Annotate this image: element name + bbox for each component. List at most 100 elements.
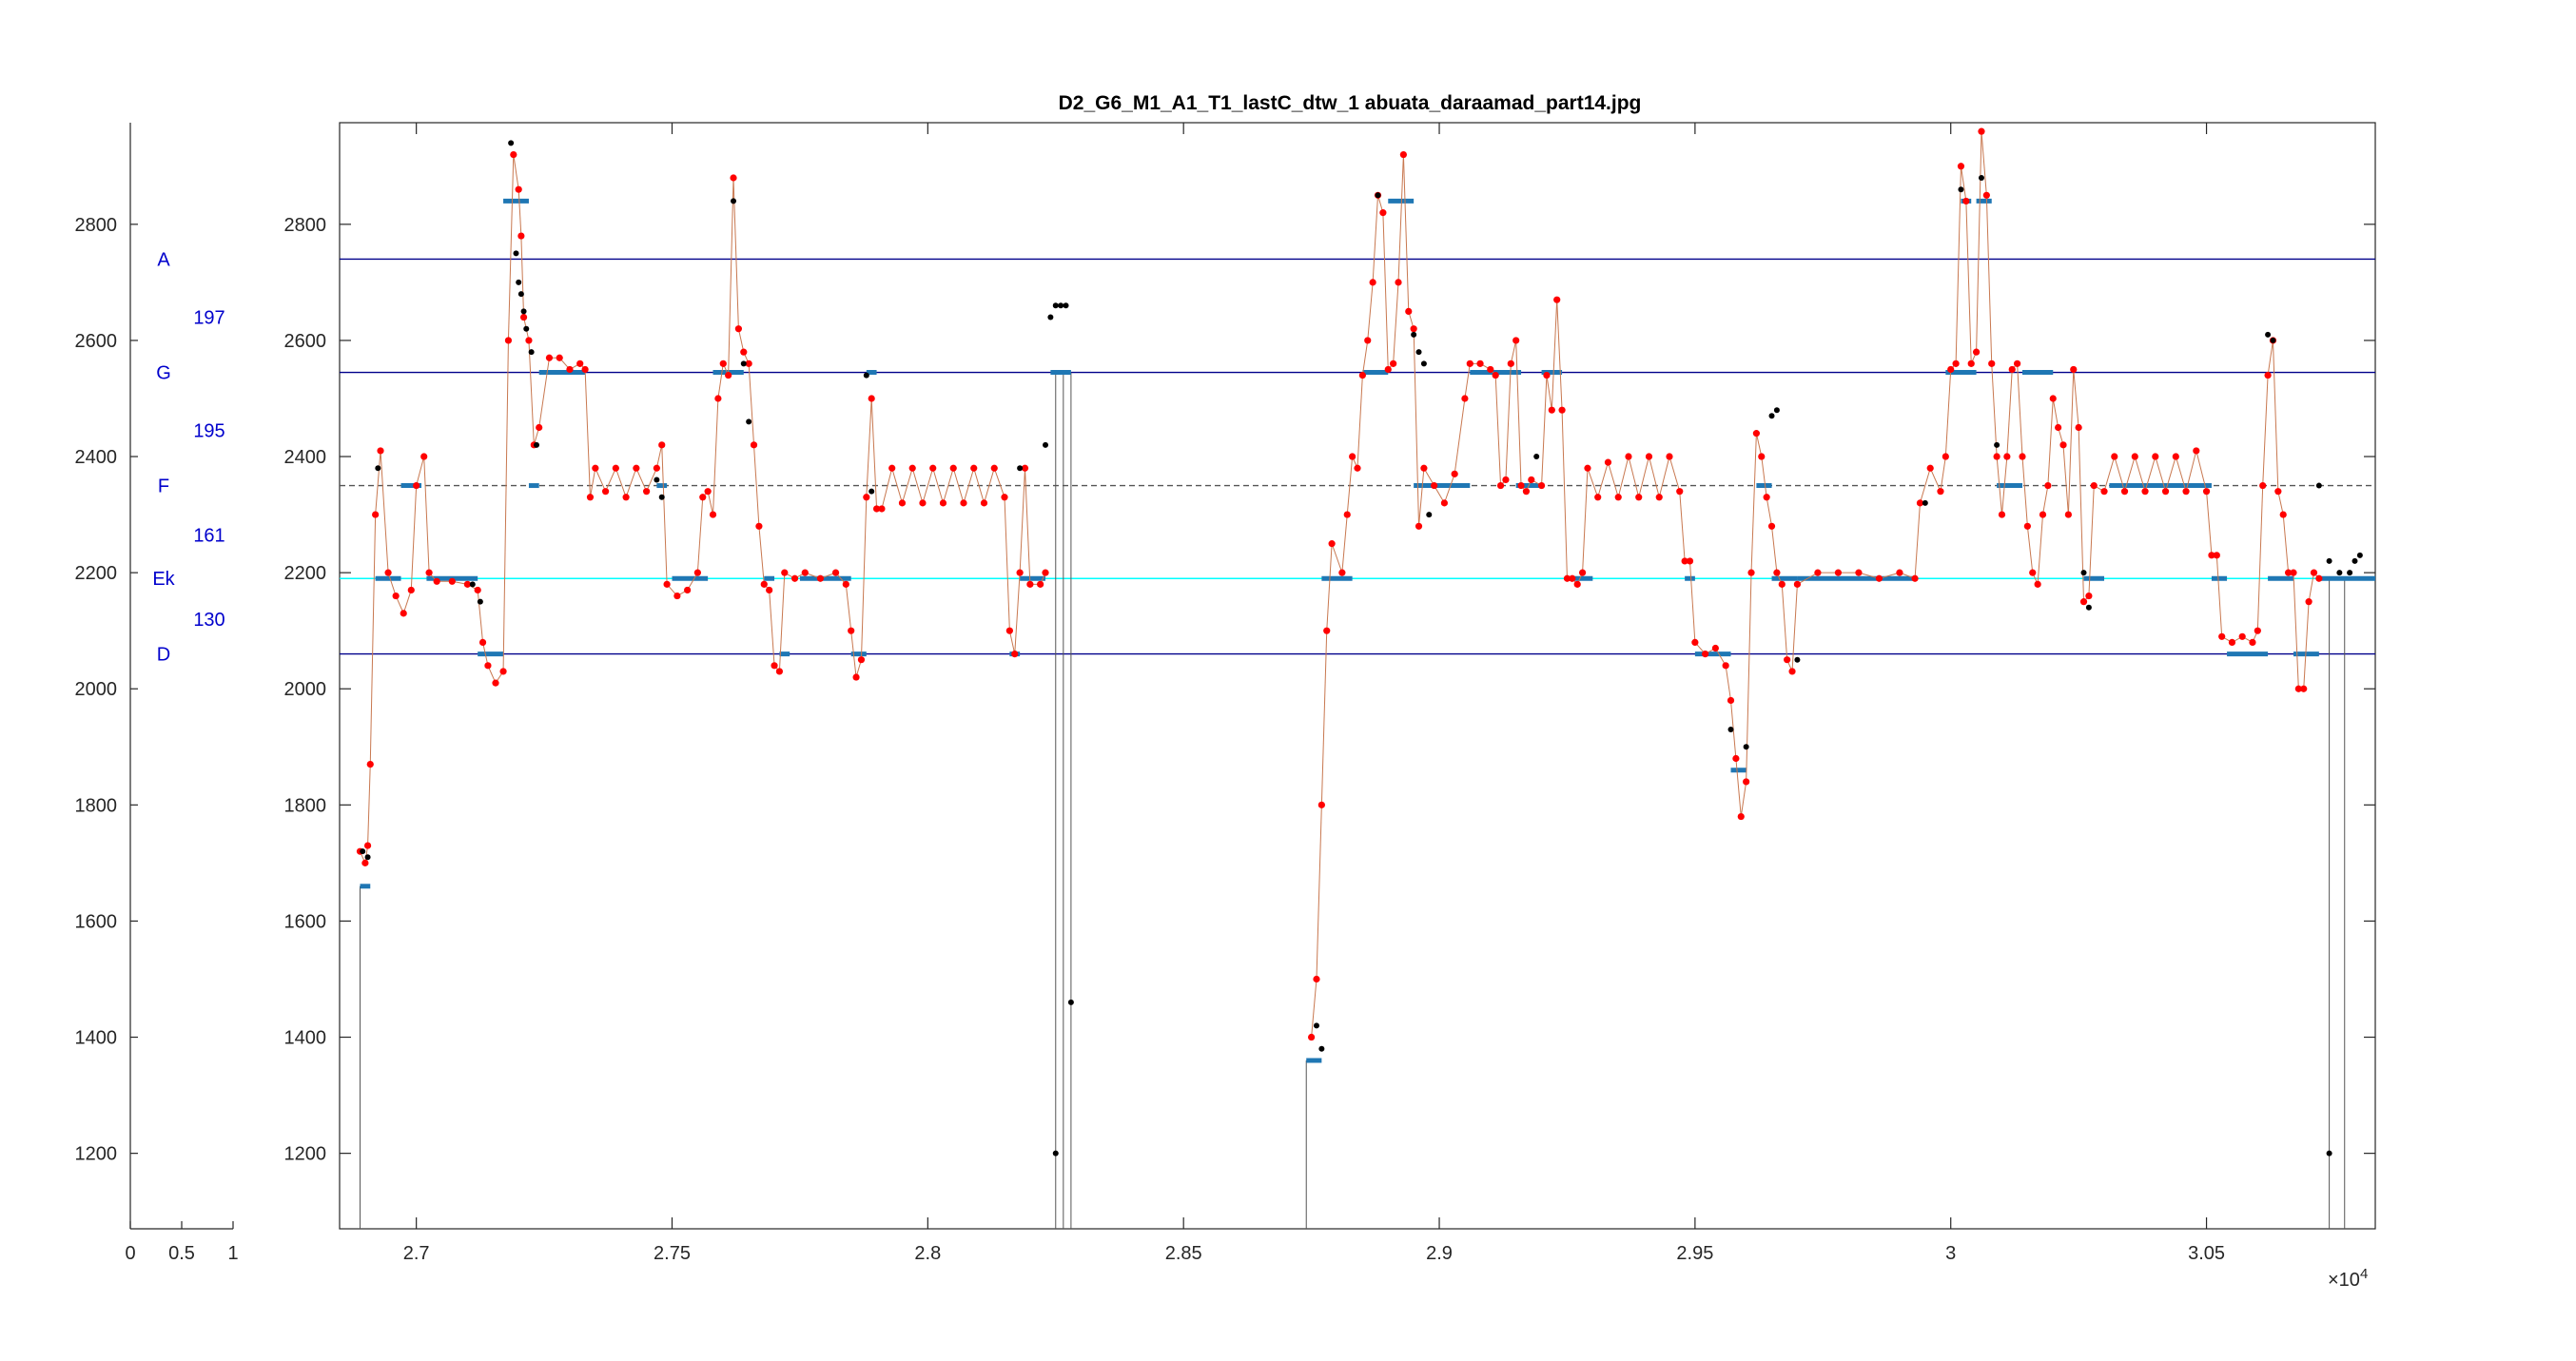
pitch-point — [1957, 163, 1965, 170]
pitch-point — [1558, 406, 1566, 414]
pitch-point — [1395, 279, 1402, 286]
pitch-segment — [737, 328, 745, 353]
pitch-segment — [1510, 340, 1517, 364]
pitch-point — [2019, 453, 2026, 460]
plot-box — [339, 122, 2376, 1230]
note-labels: A 197 G 195 F 161 Ek 130 D — [152, 249, 224, 665]
pitch-segment — [1750, 433, 1757, 574]
pitch-point — [1553, 296, 1561, 303]
pitch-segment — [1418, 468, 1425, 527]
pitch-segment — [753, 444, 760, 527]
pitch-segment — [1367, 282, 1374, 340]
pitch-segment — [1679, 491, 1686, 561]
voiced-point — [1047, 314, 1054, 321]
voiced-point — [1426, 512, 1433, 518]
pitch-point — [515, 185, 522, 193]
pitch-point — [1788, 668, 1796, 675]
pitch-point — [601, 488, 610, 496]
pitch-point — [1942, 453, 1949, 460]
pitch-point — [400, 610, 407, 617]
pitch-point — [2284, 569, 2293, 576]
pitch-point — [848, 627, 855, 634]
pitch-point — [2111, 453, 2118, 460]
pitch-segment — [2256, 485, 2264, 632]
pitch-segment — [2272, 340, 2279, 492]
voiced-point — [658, 494, 665, 500]
pitch-point — [1461, 395, 1469, 402]
pitch-point — [919, 499, 927, 507]
pitch-point — [1354, 464, 1361, 472]
pitch-segment — [1413, 328, 1420, 527]
pitch-segment — [942, 468, 954, 504]
pitch-point — [2254, 627, 2261, 634]
pitch-point — [519, 313, 528, 321]
pitch-point — [1993, 453, 2000, 460]
pitch-segment — [2114, 456, 2126, 492]
pitch-segment — [1914, 502, 1921, 579]
pitch-point — [734, 325, 742, 333]
pitch-segment — [2215, 554, 2223, 637]
pitch-point — [504, 337, 513, 344]
pitch-segment — [866, 398, 872, 497]
pitch-point — [2161, 488, 2170, 496]
voiced-point — [517, 291, 524, 298]
voiced-point — [863, 372, 869, 379]
pitch-point — [1614, 494, 1622, 501]
pitch-segment — [646, 468, 657, 492]
pitch-series — [356, 127, 2323, 1041]
pitch-point — [1747, 569, 1755, 576]
pitch-segment — [2006, 369, 2013, 457]
pitch-segment — [1443, 474, 1455, 504]
pitch-point — [1420, 464, 1428, 472]
pitch-point — [2059, 441, 2067, 449]
x-tick-label: 2.8 — [914, 1243, 941, 1264]
pitch-segment — [1597, 462, 1609, 497]
pitch-point — [363, 842, 372, 849]
voiced-point — [1318, 1045, 1325, 1052]
pitch-point — [1752, 430, 1760, 437]
pitch-point — [1727, 696, 1735, 705]
pitch-point — [1711, 644, 1719, 652]
y-tick-label: 1800 — [284, 795, 327, 816]
voiced-point — [654, 476, 660, 483]
pitch-segment — [625, 468, 637, 497]
pitch-point — [1405, 307, 1413, 316]
pitch-segment — [1372, 195, 1379, 282]
side-x-tick-label: 1 — [227, 1243, 238, 1264]
pitch-point — [1676, 488, 1684, 496]
pitch-point — [2305, 598, 2313, 606]
pitch-point — [2075, 423, 2082, 432]
pitch-point — [709, 511, 717, 518]
pitch-point — [1466, 360, 1473, 367]
pitch-point — [2249, 638, 2256, 646]
pitch-point — [1937, 488, 1944, 496]
pitch-segment — [1402, 154, 1410, 312]
pitch-segment — [1919, 468, 1931, 504]
pitch-point — [2228, 638, 2236, 646]
pitch-point — [1569, 574, 1576, 582]
pitch-segment — [1648, 456, 1660, 497]
x-tick-label: 3.05 — [2188, 1243, 2225, 1264]
pitch-segment — [1546, 375, 1552, 411]
pitch-point — [842, 580, 849, 588]
pitch-point — [1016, 569, 1024, 576]
pitch-point — [1947, 365, 1955, 374]
pitch-point — [1973, 348, 1981, 356]
pitch-segment — [2021, 457, 2028, 527]
pitch-point — [1410, 325, 1417, 333]
pitch-segment — [1755, 433, 1763, 457]
pitch-segment — [387, 572, 397, 596]
y-ticks: 1200 1400 1600 1800 2000 2200 2400 2600 2800 — [284, 215, 2375, 1165]
pitch-point — [684, 586, 692, 594]
pitch-segment — [717, 363, 724, 399]
pitch-segment — [2206, 491, 2213, 555]
pitch-point — [2218, 632, 2226, 640]
pitch-point — [1543, 371, 1551, 379]
voiced-point — [731, 198, 737, 204]
pitch-point — [2213, 552, 2220, 559]
y-tick-label: 2400 — [284, 447, 327, 468]
pitch-segment — [1326, 543, 1333, 632]
pitch-point — [2029, 569, 2037, 576]
pitch-point — [1358, 371, 1366, 379]
drop-lines — [360, 372, 2346, 1229]
